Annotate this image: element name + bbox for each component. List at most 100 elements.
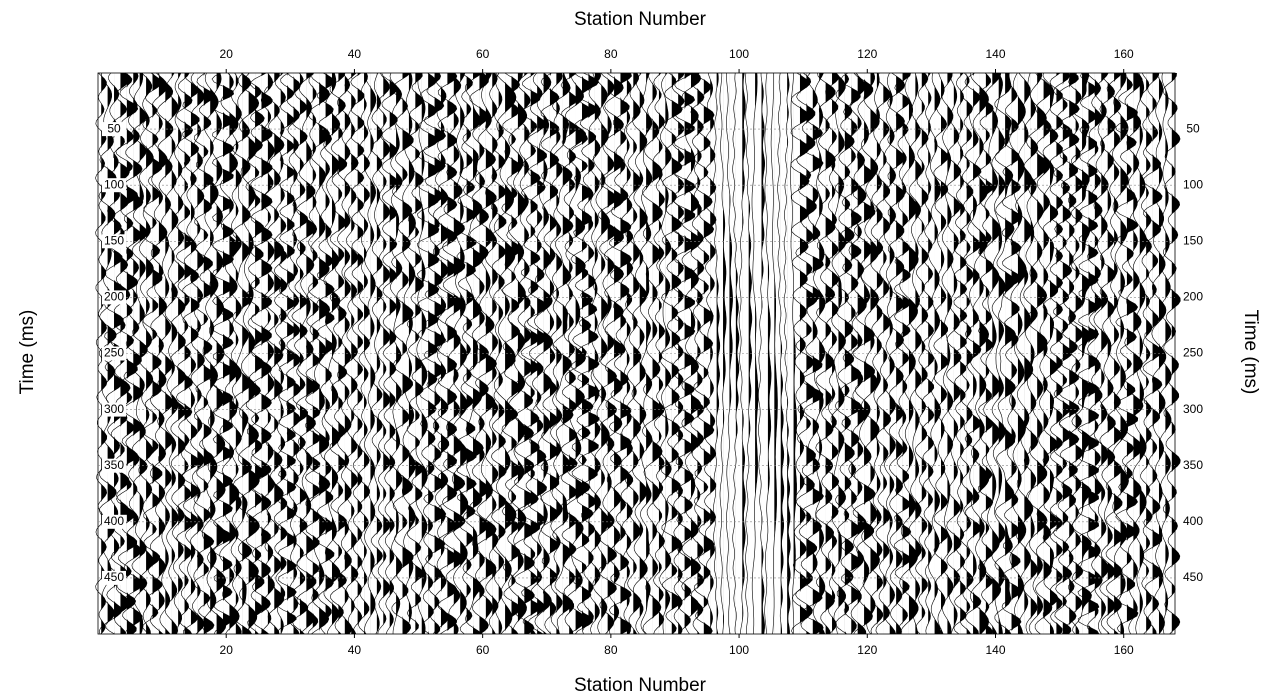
trace-line (1132, 72, 1147, 635)
trace-fill (684, 73, 696, 634)
trace-fill (1139, 73, 1147, 634)
x-tick-label-bottom: 140 (985, 643, 1005, 657)
x-axis-title-bottom: Station Number (574, 675, 707, 696)
y-tick-label-bg (102, 178, 126, 193)
y-tick-label-bg (102, 514, 126, 529)
trace-fill (774, 73, 778, 634)
trace-fill (447, 73, 457, 634)
trace-fill (479, 73, 489, 634)
y-tick-label-bg (102, 122, 126, 137)
trace-fill (146, 73, 154, 634)
trace-line (1049, 72, 1064, 635)
trace-fill (870, 73, 880, 634)
trace-line (642, 72, 663, 635)
trace-fill (941, 73, 949, 634)
trace-line (357, 72, 371, 635)
trace-line (681, 72, 702, 635)
trace-line (560, 72, 578, 635)
y-tick-label-right: 100 (1183, 177, 1203, 191)
y-tick-label-left: 300 (104, 402, 124, 416)
trace-fill (408, 73, 416, 634)
trace-line (189, 72, 205, 635)
trace-fill (485, 73, 497, 634)
trace-line (336, 72, 353, 635)
trace-fill (896, 73, 905, 634)
trace-fill (889, 73, 896, 634)
trace-line (969, 72, 990, 635)
trace-fill (780, 73, 784, 634)
y-tick-label-right: 250 (1183, 346, 1203, 360)
y-tick-label-left: 450 (104, 570, 124, 584)
x-tick-label-bottom: 40 (348, 643, 362, 657)
x-tick-label-top: 80 (604, 47, 618, 61)
x-tick-label-top: 160 (1114, 47, 1134, 61)
trace-fill (1049, 73, 1059, 634)
trace-line (415, 72, 428, 635)
trace-line (422, 72, 447, 635)
trace-line (1015, 72, 1034, 635)
trace-line (474, 72, 497, 635)
trace-fill (524, 73, 535, 634)
trace-line (437, 72, 458, 635)
trace-fill (947, 73, 954, 634)
y-tick-label-bg (102, 290, 126, 305)
x-tick-label-top: 140 (985, 47, 1005, 61)
trace-fill (928, 73, 934, 634)
traces (95, 72, 1181, 635)
trace-line (329, 72, 348, 635)
y-tick-label-left: 250 (104, 346, 124, 360)
trace-line (245, 72, 265, 635)
y-tick-label-right: 50 (1186, 121, 1200, 135)
trace-line (825, 72, 840, 635)
trace-fill (107, 73, 117, 634)
trace-line (316, 72, 335, 635)
y-axis-title-left: Time (ms) (17, 310, 38, 395)
y-tick-label-right: 350 (1183, 458, 1203, 472)
trace-fill (319, 73, 330, 634)
trace-line (462, 72, 484, 635)
trace-fill (171, 73, 179, 634)
trace-line (232, 72, 253, 635)
trace-line (552, 72, 574, 635)
trace-fill (331, 73, 341, 634)
trace-line (673, 72, 696, 635)
trace-line (364, 73, 377, 635)
trace-fill (703, 73, 715, 634)
y-tick-label-bg (102, 458, 126, 473)
trace-line (123, 72, 144, 635)
trace-fill (710, 73, 717, 634)
trace-fill (312, 73, 321, 634)
trace-line (652, 72, 666, 635)
trace-line (933, 72, 949, 635)
trace-fill (229, 73, 240, 634)
x-tick-label-top: 40 (348, 47, 362, 61)
trace-line (230, 72, 242, 635)
x-tick-label-top: 120 (857, 47, 877, 61)
x-tick-label-bottom: 20 (220, 643, 234, 657)
y-tick-label-left: 200 (104, 290, 124, 304)
y-tick-label-right: 150 (1183, 233, 1203, 247)
trace-fill (537, 73, 547, 634)
trace-fill (543, 73, 553, 634)
trace-fill (864, 73, 876, 634)
trace-line (138, 72, 154, 635)
trace-fill (1017, 73, 1027, 634)
x-tick-label-top: 100 (729, 47, 749, 61)
trace-line (526, 72, 547, 635)
y-tick-label-bg (102, 402, 126, 417)
trace-line (1115, 72, 1139, 635)
trace-fill (960, 73, 967, 634)
trace-fill (325, 73, 335, 634)
trace-fill (101, 73, 107, 634)
trace-line (719, 73, 727, 635)
trace-fill (517, 73, 527, 634)
trace-line (870, 72, 884, 635)
trace-line (783, 72, 791, 634)
trace-line (830, 72, 847, 635)
trace-line (131, 72, 148, 635)
trace-fill (370, 73, 376, 634)
trace-fill (607, 73, 617, 634)
trace-fill (1133, 73, 1144, 634)
x-tick-label-bottom: 80 (604, 643, 618, 657)
